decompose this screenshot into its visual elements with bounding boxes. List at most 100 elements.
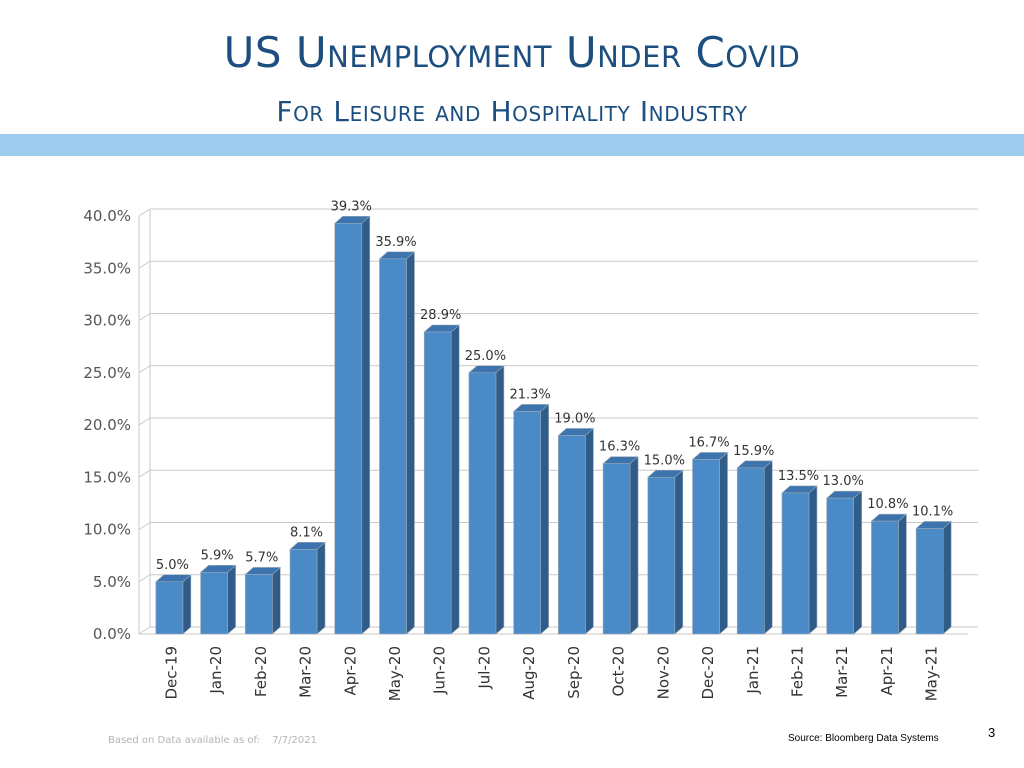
gridline-diag xyxy=(138,417,151,426)
x-tick-label: Feb-21 xyxy=(788,646,806,697)
bar-side xyxy=(540,403,549,635)
bar-front xyxy=(155,581,184,635)
x-tick-label: Apr-21 xyxy=(878,646,896,696)
bar-side xyxy=(361,215,371,635)
bar xyxy=(781,485,818,635)
bar xyxy=(602,456,639,635)
x-tick-label: May-20 xyxy=(386,646,404,701)
bar-side xyxy=(763,460,773,635)
bar-front xyxy=(468,372,497,635)
gridline-diag xyxy=(138,313,151,321)
x-tick-label: Mar-21 xyxy=(833,646,851,698)
data-label: 21.3% xyxy=(509,387,550,402)
bar-front xyxy=(915,528,944,635)
bar-side xyxy=(495,365,505,635)
bar xyxy=(378,251,416,635)
data-label-layer: 5.0% 5.9% 5.7% 8.1% 39.3% 35.9% 28.9% 25.0% 21.3… xyxy=(156,199,953,572)
bar xyxy=(244,566,282,635)
bar-front xyxy=(647,476,676,635)
y-tick-label: 15.0% xyxy=(83,468,131,486)
slide-title: US Unemployment Under Covid xyxy=(223,28,801,77)
gridline-diag xyxy=(138,626,151,635)
unemployment-chart: 0.0% 5.0% 10.0% 15.0% 20.0% 25.0% 30.0% 35.0% 40… xyxy=(83,199,978,701)
x-tick-label: Nov-20 xyxy=(654,646,672,699)
bar-front xyxy=(245,574,273,635)
bar xyxy=(289,541,326,635)
data-label: 16.3% xyxy=(599,440,640,455)
data-label: 5.7% xyxy=(245,550,278,565)
bar xyxy=(557,427,595,635)
y-tick-label: 40.0% xyxy=(83,207,131,225)
bar-side xyxy=(942,520,952,635)
bar-front xyxy=(781,492,810,635)
data-label: 39.3% xyxy=(331,199,372,214)
x-tick-label: Jul-20 xyxy=(475,646,493,690)
y-tick-label: 10.0% xyxy=(83,521,131,539)
footer-date: 7/7/2021 xyxy=(272,735,317,746)
bar-front xyxy=(289,549,318,635)
bar-side xyxy=(719,451,728,635)
bar xyxy=(736,460,774,635)
y-tick-label: 20.0% xyxy=(83,416,131,434)
bar xyxy=(870,513,908,635)
page-number: 3 xyxy=(988,725,996,740)
bar xyxy=(423,324,460,635)
x-tick-label: Dec-20 xyxy=(699,646,717,700)
data-label: 35.9% xyxy=(375,235,416,250)
data-label: 5.0% xyxy=(156,558,189,573)
y-axis: 0.0% 5.0% 10.0% 15.0% 20.0% 25.0% 30.0% 35.0% 40… xyxy=(83,207,131,643)
bar-side xyxy=(585,427,594,635)
gridline-diag xyxy=(138,260,151,269)
bar-front xyxy=(736,467,765,635)
bar-side xyxy=(629,456,639,635)
bar xyxy=(647,469,684,635)
bar-side xyxy=(450,324,460,635)
data-label: 5.9% xyxy=(201,548,234,563)
bar-side xyxy=(316,541,326,635)
data-label: 15.0% xyxy=(644,453,685,468)
x-tick-label: Mar-20 xyxy=(297,646,315,698)
bar xyxy=(333,215,371,635)
bar-front xyxy=(423,331,452,635)
bar-side xyxy=(182,574,192,635)
bar xyxy=(825,490,863,635)
data-label: 25.0% xyxy=(465,349,506,364)
y-tick-label: 35.0% xyxy=(83,259,131,277)
bar-side xyxy=(898,513,907,635)
y-tick-label: 25.0% xyxy=(83,364,131,382)
x-tick-label: Jun-20 xyxy=(431,646,449,695)
x-tick-label: Jan-21 xyxy=(744,646,762,695)
bar-side xyxy=(674,469,684,635)
source-note: Source: Bloomberg Data Systems xyxy=(788,733,939,744)
x-tick-label: Apr-20 xyxy=(341,646,359,696)
bar-front xyxy=(558,435,586,635)
data-label: 10.8% xyxy=(867,497,908,512)
bar xyxy=(199,564,237,635)
gridline-diag xyxy=(138,208,151,217)
y-tick-label: 30.0% xyxy=(83,312,131,330)
bar-front xyxy=(692,459,720,635)
bar-front xyxy=(871,520,899,635)
x-tick-label: Aug-20 xyxy=(520,646,538,700)
bar-side xyxy=(406,251,415,635)
bar-front xyxy=(200,572,228,635)
bar-side xyxy=(227,564,236,635)
x-tick-label: Feb-20 xyxy=(252,646,270,697)
bar-side xyxy=(272,566,281,635)
x-axis: Dec-19 Jan-20 Feb-20 Mar-20 Apr-20 May-20 Jun-… xyxy=(162,646,940,701)
bar xyxy=(915,520,952,635)
gridline-diag xyxy=(138,469,151,478)
x-tick-label: Dec-19 xyxy=(162,646,180,700)
bar xyxy=(512,403,550,635)
title-band xyxy=(0,134,1024,156)
gridline-diag xyxy=(138,522,151,530)
x-tick-label: May-21 xyxy=(923,646,941,701)
slide-subtitle: For Leisure and Hospitality Industry xyxy=(276,95,748,128)
x-tick-label: Jan-20 xyxy=(207,646,225,695)
y-tick-label: 0.0% xyxy=(93,625,131,643)
bar-side xyxy=(808,485,818,635)
y-tick-label: 5.0% xyxy=(93,573,131,591)
bar-front xyxy=(602,463,631,635)
data-label: 13.5% xyxy=(778,469,819,484)
